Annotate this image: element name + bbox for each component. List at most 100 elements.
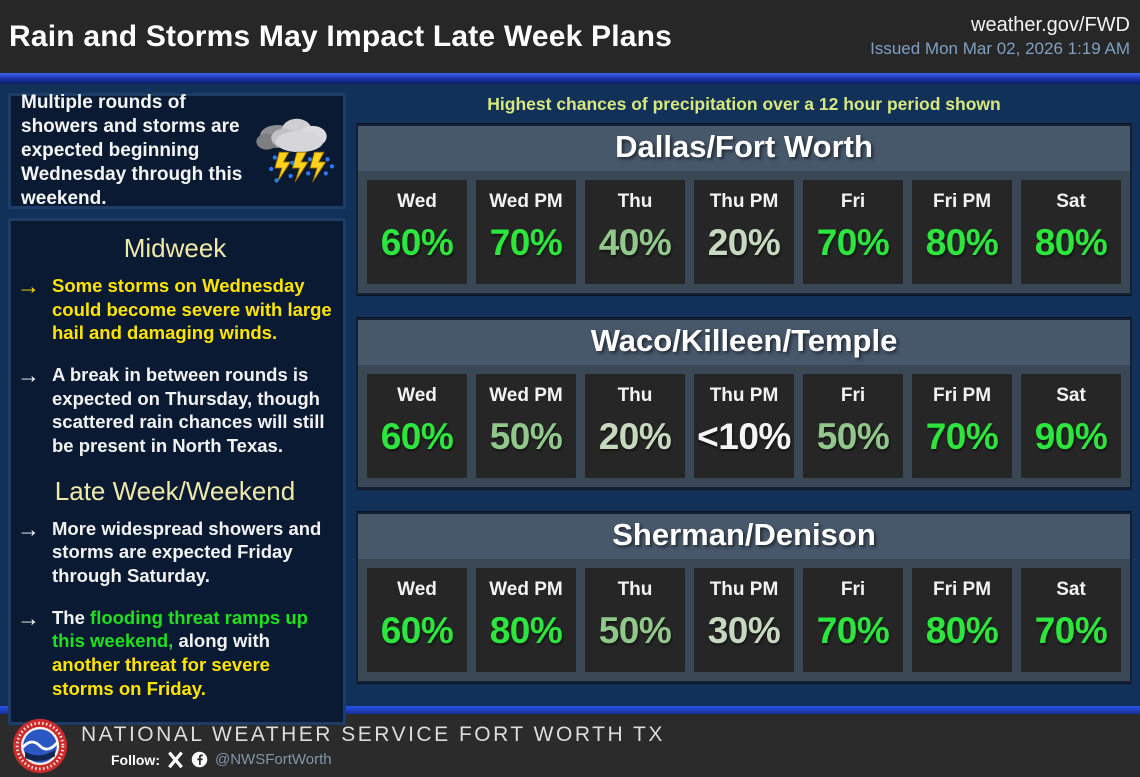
day-label: Thu [617,191,653,212]
footer-divider [0,706,1140,714]
probability-value: 60% [380,610,454,651]
probability-value: 20% [707,222,781,263]
forecast-cell: Thu 50% [585,568,685,672]
forecast-cell: Thu 40% [585,180,685,284]
page-title: Rain and Storms May Impact Late Week Pla… [9,19,673,53]
bullet-text-segment: More widespread showers and storms are e… [52,517,322,587]
header-meta: weather.gov/FWD Issued Mon Mar 02, 2026 … [870,13,1130,59]
day-label: Wed [397,579,437,600]
website-url: weather.gov/FWD [971,14,1130,37]
facebook-icon [191,751,208,768]
forecast-table: Dallas/Fort Worth Wed 60% Wed PM 70% Thu 40% T… [356,124,1132,295]
probability-value: <10% [697,416,791,457]
note-text: Highest chances of precipitation over a … [487,94,1001,114]
probability-value: 50% [816,416,890,457]
forecast-table: Sherman/Denison Wed 60% Wed PM 80% Thu 50% Thu… [356,512,1132,683]
day-label: Thu [617,385,653,406]
probability-value: 70% [816,222,890,263]
probability-value: 20% [598,416,672,457]
probability-value: 30% [707,610,781,651]
day-label: Thu [617,579,653,600]
probability-value: 50% [489,416,563,457]
sidebar: Multiple rounds of showers and storms ar… [8,92,346,726]
day-label: Sat [1056,579,1086,600]
probability-value: 50% [598,610,672,651]
forecast-cell: Thu PM 20% [694,180,794,284]
intro-box: Multiple rounds of showers and storms ar… [8,92,346,209]
storm-cloud-lightning-icon [256,118,335,183]
follow-label: Follow: [111,751,160,768]
probability-value: 90% [1034,416,1108,457]
bullet-item: → The flooding threat ramps up this weeke… [17,606,333,701]
day-label: Sat [1056,191,1086,212]
forecast-cell: Fri PM 70% [912,374,1012,478]
table-title: Sherman/Denison [358,514,1130,559]
day-label: Fri PM [932,191,992,212]
arrow-right-icon: → [17,273,40,299]
forecast-cell: Wed PM 80% [476,568,576,672]
header-divider [0,73,1140,84]
table-title: Waco/Killeen/Temple [358,320,1130,365]
forecast-cell: Sat 90% [1021,374,1121,478]
forecast-cell: Fri 50% [803,374,903,478]
day-label: Wed [397,191,437,212]
day-label: Fri [840,385,866,406]
bullet-text-segment: A break in between rounds is expected on… [52,364,325,457]
table-row: Wed 60% Wed PM 50% Thu 20% Thu PM <10% Fri 50% Fri… [358,365,1130,487]
forecast-cell: Wed PM 50% [476,374,576,478]
social-row: Follow: @NWSFortWorth [111,751,665,768]
day-label: Thu PM [709,385,779,406]
probability-value: 80% [1034,222,1108,263]
forecast-cell: Fri PM 80% [912,568,1012,672]
section-heading: Midweek [123,233,227,263]
bullet-text-segment: along with [173,630,270,652]
forecast-cell: Sat 70% [1021,568,1121,672]
day-label: Wed PM [489,385,563,406]
sidebar-section: Late Week/Weekend → More widespread showe… [17,476,333,701]
footer-bar: NATIONAL WEATHER SERVICE FORT WORTH TX F… [0,714,1140,777]
table-title: Dallas/Fort Worth [358,126,1130,171]
sidebar-sections: Midweek → Some storms on Wednesday could … [8,218,346,726]
forecast-panel: Highest chances of precipitation over a … [356,93,1132,697]
day-label: Wed PM [489,191,563,212]
probability-value: 70% [816,610,890,651]
forecast-cell: Sat 80% [1021,180,1121,284]
arrow-right-icon: → [17,362,40,389]
probability-value: 40% [598,222,672,263]
probability-value: 80% [925,610,999,651]
forecast-cell: Fri PM 80% [912,180,1012,284]
bullet-text-segment: flooding threat ramps up this weekend, [52,606,308,652]
forecast-cell: Thu PM <10% [694,374,794,478]
forecast-cell: Wed 60% [367,568,467,672]
probability-value: 80% [925,222,999,263]
office-name: NATIONAL WEATHER SERVICE FORT WORTH TX [81,723,665,746]
probability-value: 60% [380,222,454,263]
nws-seal-icon [12,718,68,773]
forecast-tables: Dallas/Fort Worth Wed 60% Wed PM 70% Thu 40% T… [356,124,1132,683]
bullet-text-segment: The [52,606,91,628]
forecast-cell: Thu PM 30% [694,568,794,672]
bullet-text-segment: Some storms on Wednesday could become se… [52,275,332,344]
footer-text: NATIONAL WEATHER SERVICE FORT WORTH TX F… [81,723,665,768]
x-social-icon [168,751,183,768]
forecast-cell: Wed 60% [367,180,467,284]
bullet-item: → More widespread showers and storms are … [17,517,333,588]
day-label: Sat [1056,385,1086,406]
bullet-text: A break in between rounds is expected on… [52,363,333,458]
probability-value: 70% [925,416,999,457]
forecast-cell: Fri 70% [803,568,903,672]
forecast-cell: Thu 20% [585,374,685,478]
header-bar: Rain and Storms May Impact Late Week Pla… [0,0,1140,73]
bullet-item: → Some storms on Wednesday could become s… [17,274,333,345]
day-label: Fri PM [932,385,992,406]
section-heading: Late Week/Weekend [54,475,296,506]
day-label: Fri PM [932,579,992,600]
day-label: Thu PM [709,579,779,600]
bullet-text: More widespread showers and storms are e… [52,517,333,588]
arrow-right-icon: → [17,604,40,631]
bullet-text-segment: another threat for severe storms on Frid… [52,654,270,699]
bullet-list: → Some storms on Wednesday could become s… [17,274,333,458]
issued-timestamp: Issued Mon Mar 02, 2026 1:19 AM [870,39,1130,59]
probability-value: 60% [380,416,454,457]
table-row: Wed 60% Wed PM 70% Thu 40% Thu PM 20% Fri 70% Fri … [358,171,1130,293]
